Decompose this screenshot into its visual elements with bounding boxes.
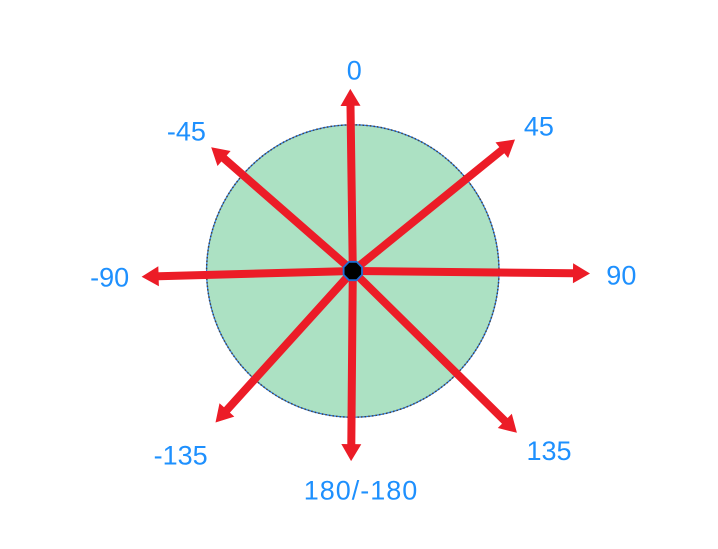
svg-text:-135: -135 bbox=[154, 440, 208, 470]
svg-text:-90: -90 bbox=[90, 263, 129, 293]
svg-text:-45: -45 bbox=[167, 117, 206, 147]
svg-text:45: 45 bbox=[524, 112, 554, 142]
svg-text:0: 0 bbox=[347, 55, 362, 85]
svg-text:180/-180: 180/-180 bbox=[304, 476, 419, 506]
svg-text:90: 90 bbox=[606, 261, 636, 291]
svg-text:135: 135 bbox=[527, 436, 572, 466]
